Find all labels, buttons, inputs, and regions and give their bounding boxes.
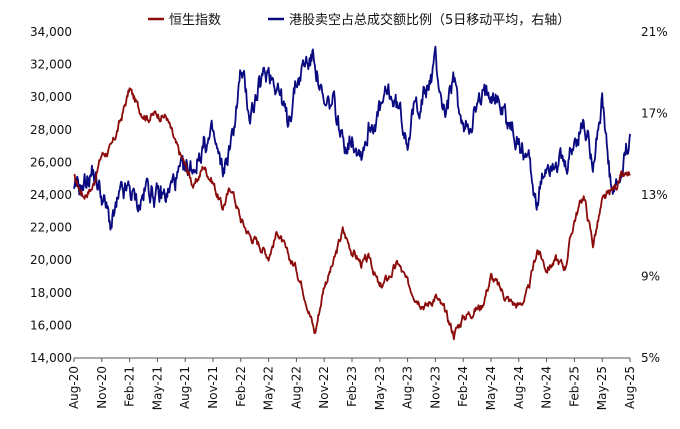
y-left-tick-label: 20,000 [30, 253, 72, 267]
x-tick-label: May-23 [373, 366, 387, 410]
y-right-tick-label: 5% [641, 351, 660, 365]
x-tick-label: May-24 [484, 366, 498, 410]
y-right-tick-label: 9% [641, 270, 660, 284]
x-tick-label: Nov-23 [428, 366, 442, 409]
legend: 恒生指数 港股卖空占总成交额比例（5日移动平均，右轴） [148, 12, 570, 28]
series-line-short-ratio [73, 45, 631, 231]
x-tick-label: Nov-24 [540, 366, 554, 409]
y-left-tick-label: 24,000 [30, 188, 72, 202]
x-tick-label: May-22 [262, 366, 276, 410]
y-right-tick-label: 17% [641, 107, 668, 121]
y-right-tick-label: 13% [641, 188, 668, 202]
y-left-tick-label: 32,000 [30, 58, 72, 72]
series-line-hsi [73, 87, 631, 341]
x-tick-label: Aug-21 [178, 366, 192, 409]
y-right-tick-label: 21% [641, 25, 668, 39]
legend-label-hsi: 恒生指数 [169, 13, 221, 28]
x-tick-label: Nov-21 [206, 366, 220, 409]
y-left-tick-label: 26,000 [30, 155, 72, 169]
x-tick-label: May-25 [595, 366, 609, 410]
y-left-tick-label: 16,000 [30, 318, 72, 332]
x-tick-label: Nov-22 [317, 366, 331, 409]
y-left-tick-label: 14,000 [30, 351, 72, 365]
x-axis-ticks: Aug-20 Nov-20 Feb-21 May-21 Aug-21 Nov-21 Feb-… [67, 358, 637, 410]
y-left-tick-label: 28,000 [30, 123, 72, 137]
x-tick-label: Aug-24 [512, 366, 526, 409]
x-tick-label: Aug-20 [67, 366, 81, 409]
y-left-tick-label: 22,000 [30, 221, 72, 235]
y-left-tick-label: 30,000 [30, 90, 72, 104]
y-axis-right-ticks: 5% 9% 13% 17% 21% [641, 25, 668, 365]
x-tick-label: Feb-22 [234, 366, 248, 407]
x-tick-label: Nov-20 [95, 366, 109, 409]
legend-label-short-ratio: 港股卖空占总成交额比例（5日移动平均，右轴） [289, 12, 570, 28]
y-axis-left-ticks: 14,000 16,000 18,000 20,000 22,000 24,000 26,0… [30, 25, 72, 365]
x-tick-label: Aug-25 [623, 366, 637, 409]
y-left-tick-label: 18,000 [30, 286, 72, 300]
x-tick-label: Aug-22 [289, 366, 303, 409]
series-layer [73, 45, 631, 341]
x-tick-label: Feb-24 [456, 366, 470, 407]
x-tick-label: Feb-25 [567, 366, 581, 407]
x-tick-label: Feb-21 [123, 366, 137, 407]
x-tick-label: Feb-23 [345, 366, 359, 407]
x-tick-label: Aug-23 [401, 366, 415, 409]
x-tick-label: May-21 [150, 366, 164, 410]
y-left-tick-label: 34,000 [30, 25, 72, 39]
